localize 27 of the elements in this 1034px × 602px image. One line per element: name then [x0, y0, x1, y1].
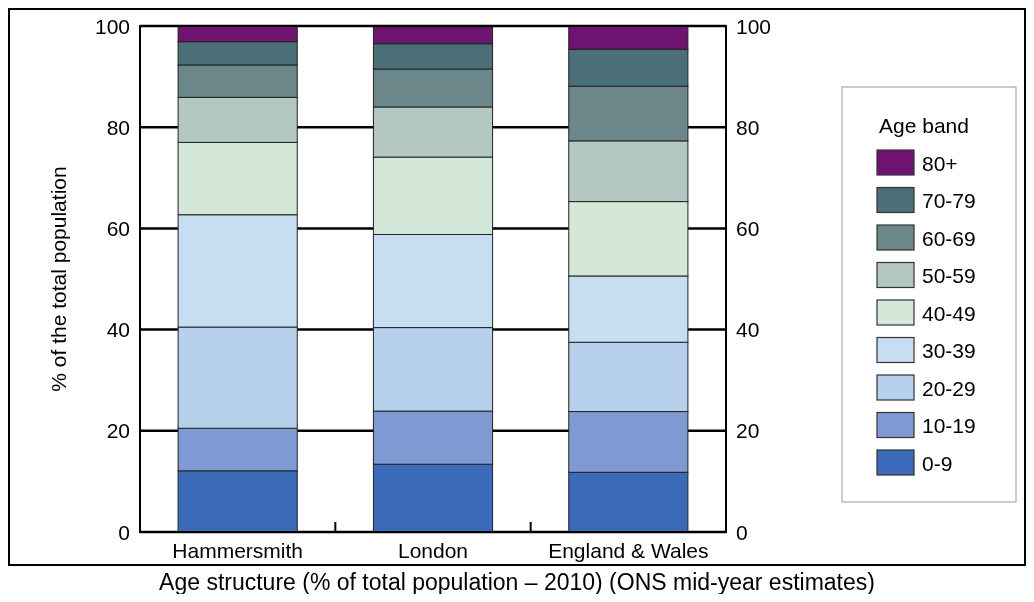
legend-label: 40-49: [922, 301, 976, 325]
text: Age structure (% of total population – 2010) (ONS mid-year estimates): [159, 569, 875, 595]
legend-label: 70-79: [922, 189, 976, 212]
y2-tick-label: 40: [736, 318, 760, 342]
y-axis-title: % of the total population: [46, 166, 70, 392]
y-tick-label: 0: [118, 520, 130, 544]
y2-tick-label: 100: [736, 14, 772, 38]
y2-tick-label: 80: [736, 115, 760, 139]
x-tick-label: England & Wales: [548, 538, 709, 562]
y2-tick-label: 20: [736, 419, 760, 443]
legend-title: Age band: [879, 113, 969, 137]
y2-tick-label: 60: [736, 216, 760, 240]
y-tick-label: 80: [106, 115, 130, 139]
y2-tick-label: 0: [736, 520, 748, 544]
legend-label: 60-69: [922, 226, 976, 250]
x-tick-label: London: [397, 538, 469, 562]
legend-label: 20-29: [922, 376, 976, 400]
x-tick-label: Hammersmith: [172, 538, 304, 562]
y-tick-label: 100: [94, 14, 130, 38]
y-tick-label: 60: [106, 216, 130, 240]
legend-label: 50-59: [922, 264, 976, 287]
y-tick-label: 40: [106, 318, 130, 342]
legend-label: 80+: [922, 151, 958, 175]
legend-label: 30-39: [922, 339, 976, 362]
legend-label: 0-9: [922, 451, 953, 475]
y-tick-label: 20: [106, 419, 130, 443]
legend-label: 10-19: [922, 414, 976, 437]
